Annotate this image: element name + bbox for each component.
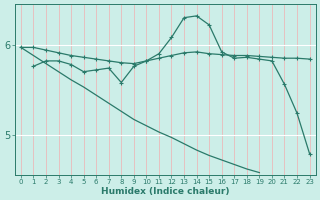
X-axis label: Humidex (Indice chaleur): Humidex (Indice chaleur) [101, 187, 229, 196]
